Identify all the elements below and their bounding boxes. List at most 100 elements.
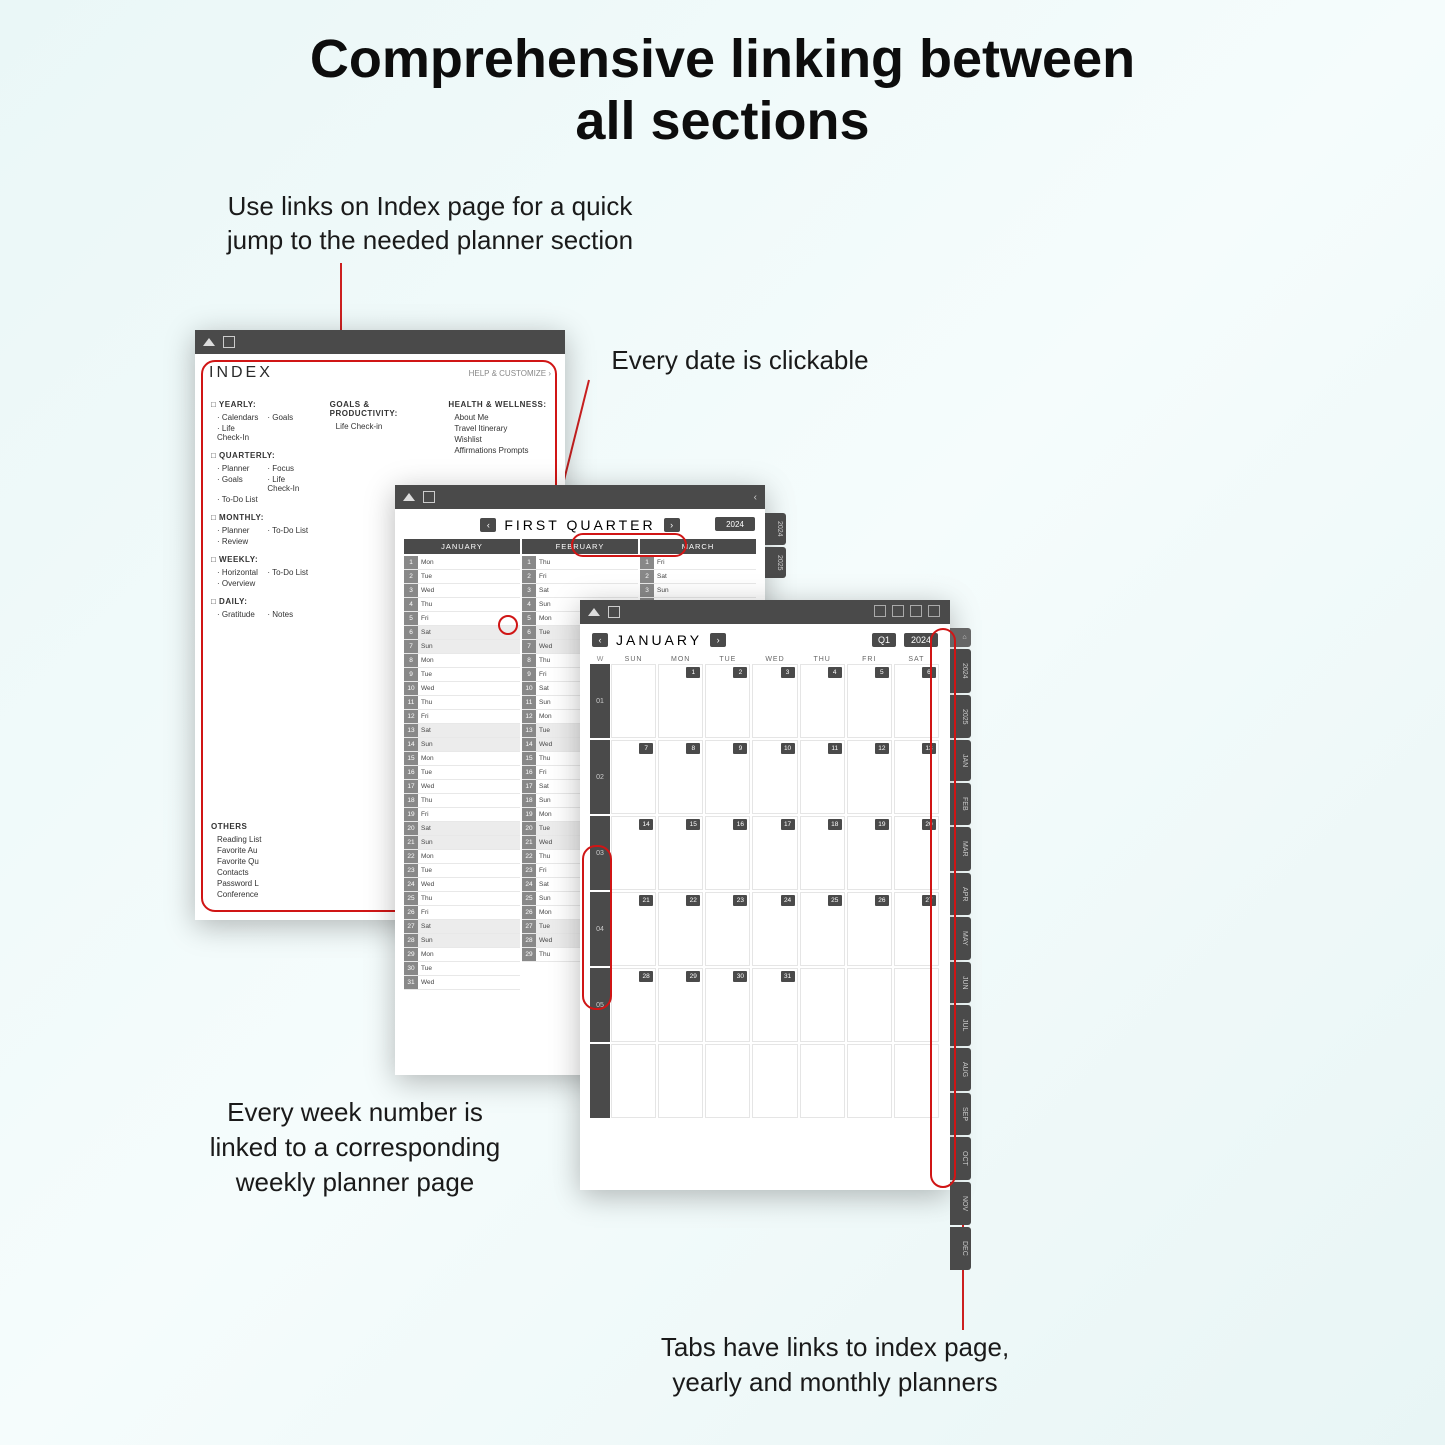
date-cell[interactable]: 20Sat: [404, 822, 520, 836]
index-link[interactable]: · Focus: [261, 463, 311, 474]
day-cell[interactable]: 17: [752, 816, 797, 890]
side-tab[interactable]: 2024: [950, 649, 971, 693]
index-link[interactable]: Password L: [211, 878, 261, 889]
date-cell[interactable]: 11Thu: [404, 696, 520, 710]
index-link[interactable]: Contacts: [211, 867, 261, 878]
index-link[interactable]: · Review: [211, 536, 261, 547]
day-cell[interactable]: [894, 1044, 939, 1118]
day-cell[interactable]: 19: [847, 816, 892, 890]
side-tab[interactable]: 2024: [765, 513, 786, 545]
day-cell[interactable]: [705, 1044, 750, 1118]
day-cell[interactable]: 20: [894, 816, 939, 890]
day-cell[interactable]: 7: [611, 740, 656, 814]
day-cell[interactable]: 13: [894, 740, 939, 814]
index-link[interactable]: Favorite Qu: [211, 856, 261, 867]
index-link[interactable]: · Goals: [211, 474, 261, 494]
day-cell[interactable]: 6: [894, 664, 939, 738]
day-cell[interactable]: 3: [752, 664, 797, 738]
icon-2[interactable]: [892, 605, 904, 617]
week-number[interactable]: 02: [590, 740, 610, 814]
index-link[interactable]: [261, 536, 311, 547]
day-cell[interactable]: 16: [705, 816, 750, 890]
date-cell[interactable]: 17Wed: [404, 780, 520, 794]
date-cell[interactable]: 31Wed: [404, 976, 520, 990]
index-link[interactable]: · Gratitude: [211, 609, 261, 620]
side-tab-home[interactable]: ⌂: [950, 628, 971, 647]
index-link[interactable]: Life Check-in: [330, 421, 431, 432]
next-arrow[interactable]: ›: [710, 633, 726, 647]
date-cell[interactable]: 25Thu: [404, 892, 520, 906]
side-tab[interactable]: 2025: [950, 695, 971, 739]
side-tab[interactable]: AUG: [950, 1048, 971, 1091]
index-link[interactable]: [261, 578, 311, 589]
day-cell[interactable]: [847, 1044, 892, 1118]
day-cell[interactable]: 18: [800, 816, 845, 890]
day-cell[interactable]: 15: [658, 816, 703, 890]
index-link[interactable]: · To-Do List: [211, 494, 261, 505]
next-arrow[interactable]: ›: [664, 518, 680, 532]
day-cell[interactable]: 28: [611, 968, 656, 1042]
date-cell[interactable]: 2Tue: [404, 570, 520, 584]
prev-arrow[interactable]: ‹: [480, 518, 496, 532]
date-cell[interactable]: 10Wed: [404, 682, 520, 696]
date-cell[interactable]: 19Fri: [404, 808, 520, 822]
date-cell[interactable]: 9Tue: [404, 668, 520, 682]
q-badge[interactable]: Q1: [872, 633, 896, 647]
date-cell[interactable]: 18Thu: [404, 794, 520, 808]
side-tab[interactable]: OCT: [950, 1137, 971, 1180]
date-cell[interactable]: 1Mon: [404, 556, 520, 570]
date-cell[interactable]: 1Thu: [522, 556, 638, 570]
help-link[interactable]: HELP & CUSTOMIZE ›: [469, 369, 551, 378]
day-cell[interactable]: 1: [658, 664, 703, 738]
day-cell[interactable]: 30: [705, 968, 750, 1042]
date-cell[interactable]: 12Fri: [404, 710, 520, 724]
month-header[interactable]: MARCH: [640, 539, 756, 554]
date-cell[interactable]: 3Sat: [522, 584, 638, 598]
day-cell[interactable]: 4: [800, 664, 845, 738]
day-cell[interactable]: 9: [705, 740, 750, 814]
month-header[interactable]: JANUARY: [404, 539, 520, 554]
date-cell[interactable]: 2Sat: [640, 570, 756, 584]
index-link[interactable]: · Life Check-In: [261, 474, 311, 494]
doc-icon[interactable]: [608, 606, 620, 618]
date-cell[interactable]: 15Mon: [404, 752, 520, 766]
side-tab[interactable]: 2025: [765, 547, 786, 579]
date-cell[interactable]: 4Thu: [404, 598, 520, 612]
side-tab[interactable]: JAN: [950, 740, 971, 781]
index-link[interactable]: [261, 494, 311, 505]
week-number[interactable]: 05: [590, 968, 610, 1042]
day-cell[interactable]: 22: [658, 892, 703, 966]
week-number[interactable]: [590, 1044, 610, 1118]
day-cell[interactable]: [611, 664, 656, 738]
date-cell[interactable]: 14Sun: [404, 738, 520, 752]
day-cell[interactable]: 23: [705, 892, 750, 966]
index-link[interactable]: Affirmations Prompts: [448, 445, 549, 456]
index-link[interactable]: · Life Check-In: [211, 423, 261, 443]
date-cell[interactable]: 5Fri: [404, 612, 520, 626]
day-cell[interactable]: [800, 968, 845, 1042]
index-link[interactable]: · Overview: [211, 578, 261, 589]
side-tab[interactable]: MAR: [950, 827, 971, 871]
index-link[interactable]: · Horizontal: [211, 567, 261, 578]
date-cell[interactable]: 24Wed: [404, 878, 520, 892]
date-cell[interactable]: 1Fri: [640, 556, 756, 570]
index-link[interactable]: Travel Itinerary: [448, 423, 549, 434]
date-cell[interactable]: 27Sat: [404, 920, 520, 934]
index-link[interactable]: About Me: [448, 412, 549, 423]
index-link[interactable]: · Goals: [261, 412, 311, 423]
day-cell[interactable]: 5: [847, 664, 892, 738]
date-cell[interactable]: 23Tue: [404, 864, 520, 878]
date-cell[interactable]: 3Wed: [404, 584, 520, 598]
side-tab[interactable]: DEC: [950, 1227, 971, 1270]
day-cell[interactable]: [658, 1044, 703, 1118]
index-link[interactable]: Conference: [211, 889, 261, 900]
date-cell[interactable]: 22Mon: [404, 850, 520, 864]
side-tab[interactable]: APR: [950, 873, 971, 915]
date-cell[interactable]: 8Mon: [404, 654, 520, 668]
icon-1[interactable]: [874, 605, 886, 617]
date-cell[interactable]: 13Sat: [404, 724, 520, 738]
day-cell[interactable]: [847, 968, 892, 1042]
index-link[interactable]: · To-Do List: [261, 567, 311, 578]
day-cell[interactable]: 31: [752, 968, 797, 1042]
date-cell[interactable]: 2Fri: [522, 570, 638, 584]
